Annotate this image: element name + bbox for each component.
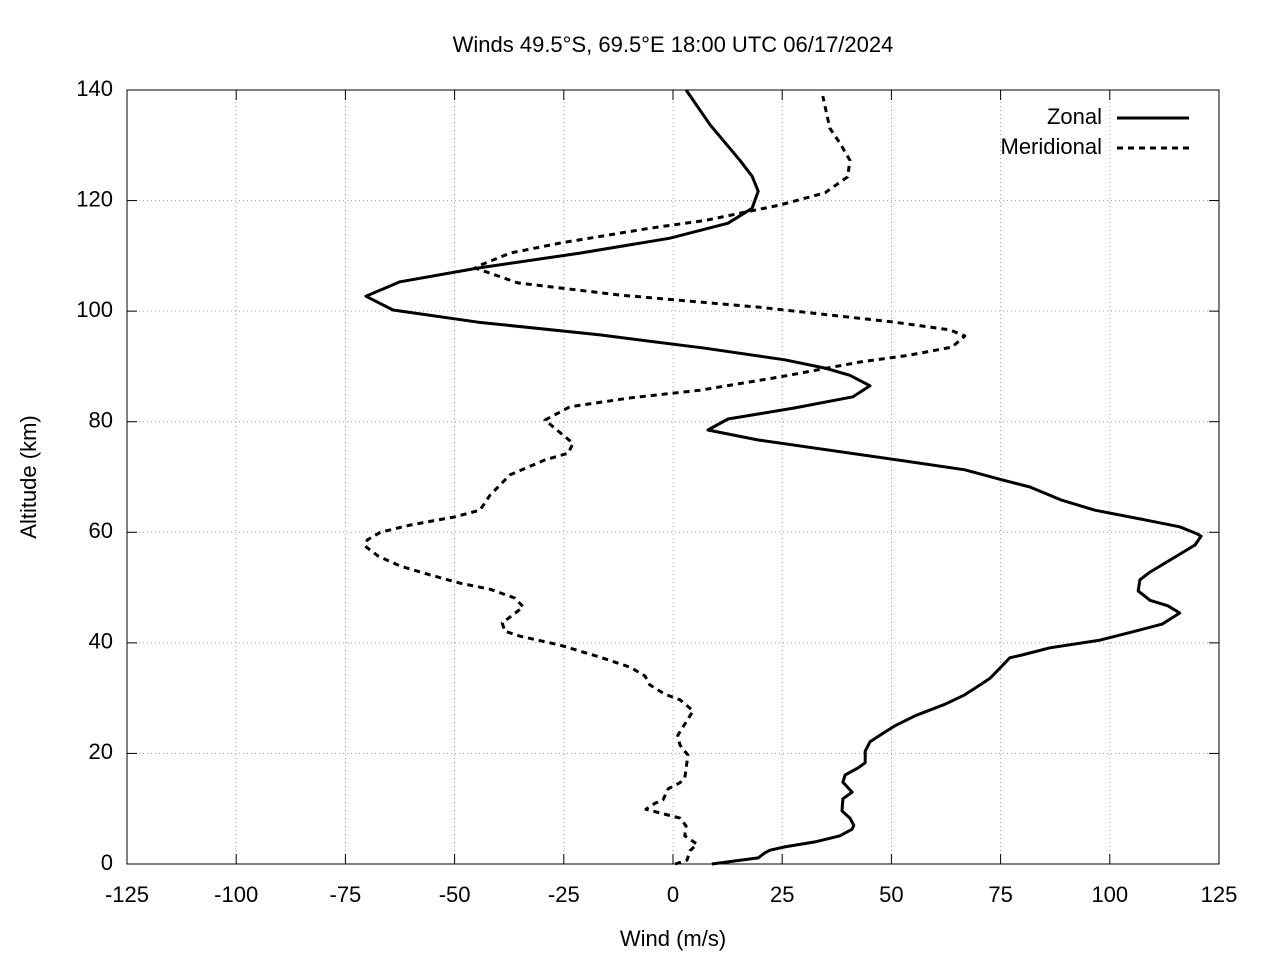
y-axis-label: Altitude (km) <box>16 415 41 538</box>
x-tick-label: 50 <box>879 882 903 907</box>
plot-frame <box>126 89 1220 865</box>
chart-title: Winds 49.5°S, 69.5°E 18:00 UTC 06/17/202… <box>453 32 894 57</box>
x-axis-label: Wind (m/s) <box>620 926 726 951</box>
y-tick-label: 100 <box>76 297 113 322</box>
x-tick-label: 100 <box>1091 882 1128 907</box>
legend-label: Meridional <box>1001 134 1103 159</box>
y-tick-label: 0 <box>101 850 113 875</box>
x-tick-label: -75 <box>330 882 362 907</box>
y-tick-label: 80 <box>89 408 113 433</box>
x-tick-label: 75 <box>988 882 1012 907</box>
x-tick-label: -25 <box>548 882 580 907</box>
data-line <box>364 89 1203 866</box>
y-tick-label: 20 <box>89 739 113 764</box>
y-tick-label: 140 <box>76 76 113 101</box>
x-tick-label: 0 <box>667 882 679 907</box>
data-line <box>363 95 967 866</box>
y-tick-label: 40 <box>89 629 113 654</box>
y-tick-label: 60 <box>89 518 113 543</box>
x-tick-label: -100 <box>214 882 258 907</box>
x-tick-label: 125 <box>1201 882 1238 907</box>
x-tick-label: -50 <box>439 882 471 907</box>
x-tick-label: 25 <box>770 882 794 907</box>
x-tick-label: -125 <box>105 882 149 907</box>
legend-label: Zonal <box>1047 104 1102 129</box>
y-tick-label: 120 <box>76 186 113 211</box>
